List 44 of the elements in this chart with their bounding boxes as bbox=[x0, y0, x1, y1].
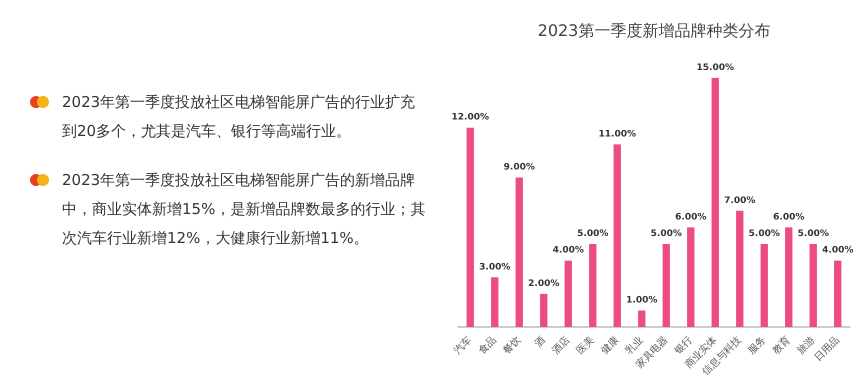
bar bbox=[662, 244, 670, 328]
data-label: 5.00% bbox=[798, 229, 829, 240]
data-label: 2.00% bbox=[528, 278, 560, 289]
bar bbox=[687, 227, 694, 328]
bar bbox=[466, 128, 474, 328]
x-tick-label: 餐饮 bbox=[500, 334, 524, 356]
data-label: 5.00% bbox=[577, 229, 608, 240]
data-label: 4.00% bbox=[822, 246, 854, 256]
bar bbox=[516, 178, 523, 328]
x-tick-label: 教育 bbox=[770, 334, 793, 356]
data-label: 1.00% bbox=[626, 296, 658, 306]
text: 2023年第一季度投放社区电梯智能屏广告的新增品牌中，商业实体新增15%，是新增品牌数最多的行业；其次汽车行业新增12%，大健康行业新增11%。 bbox=[62, 170, 426, 249]
data-label: 4.00% bbox=[552, 246, 584, 256]
data-label: 11.00% bbox=[598, 129, 636, 140]
x-tick-label: 汽车 bbox=[452, 334, 474, 356]
bar bbox=[564, 260, 572, 328]
bar bbox=[785, 227, 792, 328]
data-label: 9.00% bbox=[504, 162, 535, 173]
data-label: 3.00% bbox=[479, 262, 510, 272]
x-tick-label: 食品 bbox=[476, 334, 499, 356]
data-label: 6.00% bbox=[773, 212, 804, 222]
data-label: 6.00% bbox=[675, 212, 706, 222]
x-tick-label: 酒 bbox=[532, 334, 548, 350]
chart-title: 2023第一季度新增品牌种类分布 bbox=[538, 20, 770, 40]
x-tick-label: 酒店 bbox=[550, 334, 572, 356]
bar bbox=[638, 310, 646, 328]
bar bbox=[810, 244, 817, 328]
text: 2023年第一季度投放社区电梯智能屏广告的行业扩充到20多个，尤其是汽车、银行等高端行业。 bbox=[62, 92, 416, 142]
bar bbox=[614, 144, 621, 328]
bar bbox=[712, 78, 719, 328]
data-label: 15.00% bbox=[696, 62, 734, 73]
data-label: 5.00% bbox=[748, 229, 780, 240]
bar bbox=[834, 260, 842, 328]
x-tick-label: 健康 bbox=[598, 334, 622, 356]
bar bbox=[736, 210, 744, 328]
bar bbox=[760, 244, 768, 328]
data-label: 7.00% bbox=[724, 196, 756, 206]
x-tick-label: 医美 bbox=[574, 334, 597, 356]
bar bbox=[491, 277, 498, 328]
data-label: 5.00% bbox=[650, 229, 682, 240]
data-label: 12.00% bbox=[452, 112, 489, 123]
bar bbox=[540, 294, 548, 328]
bar bbox=[589, 244, 596, 328]
x-tick-label: 服务 bbox=[746, 334, 768, 356]
